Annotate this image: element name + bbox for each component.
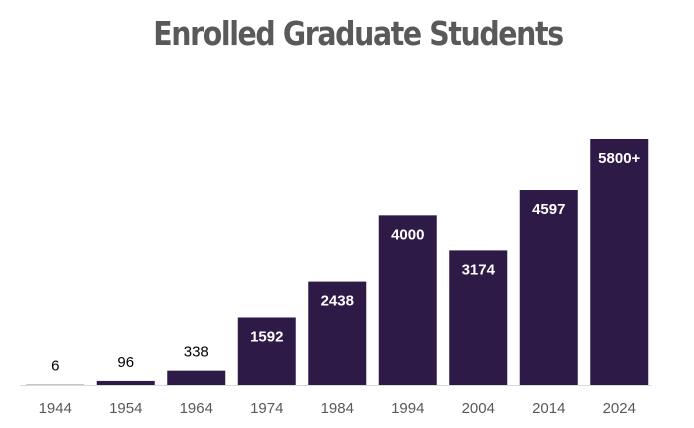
data-label: 4000 [391, 226, 424, 243]
bar-1954 [96, 380, 155, 385]
x-tick-label: 2014 [532, 400, 565, 417]
x-tick-labels: 1944 1954 1964 1974 1984 1994 2004 2014 2024 [39, 400, 636, 417]
data-label: 1592 [250, 328, 283, 345]
x-tick-label: 1974 [250, 400, 283, 417]
bar-1964 [167, 370, 226, 385]
x-tick-label: 2024 [603, 400, 636, 417]
data-label: 96 [117, 354, 134, 371]
x-tick-label: 2004 [462, 400, 495, 417]
data-label: 2438 [321, 293, 354, 310]
chart-title: Enrolled Graduate Students [153, 14, 564, 53]
x-tick-label: 1944 [39, 400, 72, 417]
bar-1994 [378, 215, 437, 385]
x-tick-label: 1964 [180, 400, 213, 417]
data-label: 6 [51, 358, 59, 375]
data-labels: 6 96 338 1592 2438 4000 3174 4597 5800+ [51, 150, 640, 375]
bar-2004 [449, 250, 508, 385]
bar-2024 [590, 139, 649, 385]
data-label: 5800+ [598, 150, 640, 167]
data-label: 338 [184, 344, 209, 361]
x-tick-label: 1954 [109, 400, 142, 417]
bar-2014 [519, 190, 578, 385]
bar-1974 [237, 317, 296, 385]
bars-group [26, 139, 649, 385]
data-label: 4597 [532, 201, 565, 218]
bar-1984 [308, 281, 367, 385]
x-tick-label: 1984 [321, 400, 354, 417]
data-label: 3174 [462, 261, 496, 278]
x-tick-label: 1994 [391, 400, 424, 417]
